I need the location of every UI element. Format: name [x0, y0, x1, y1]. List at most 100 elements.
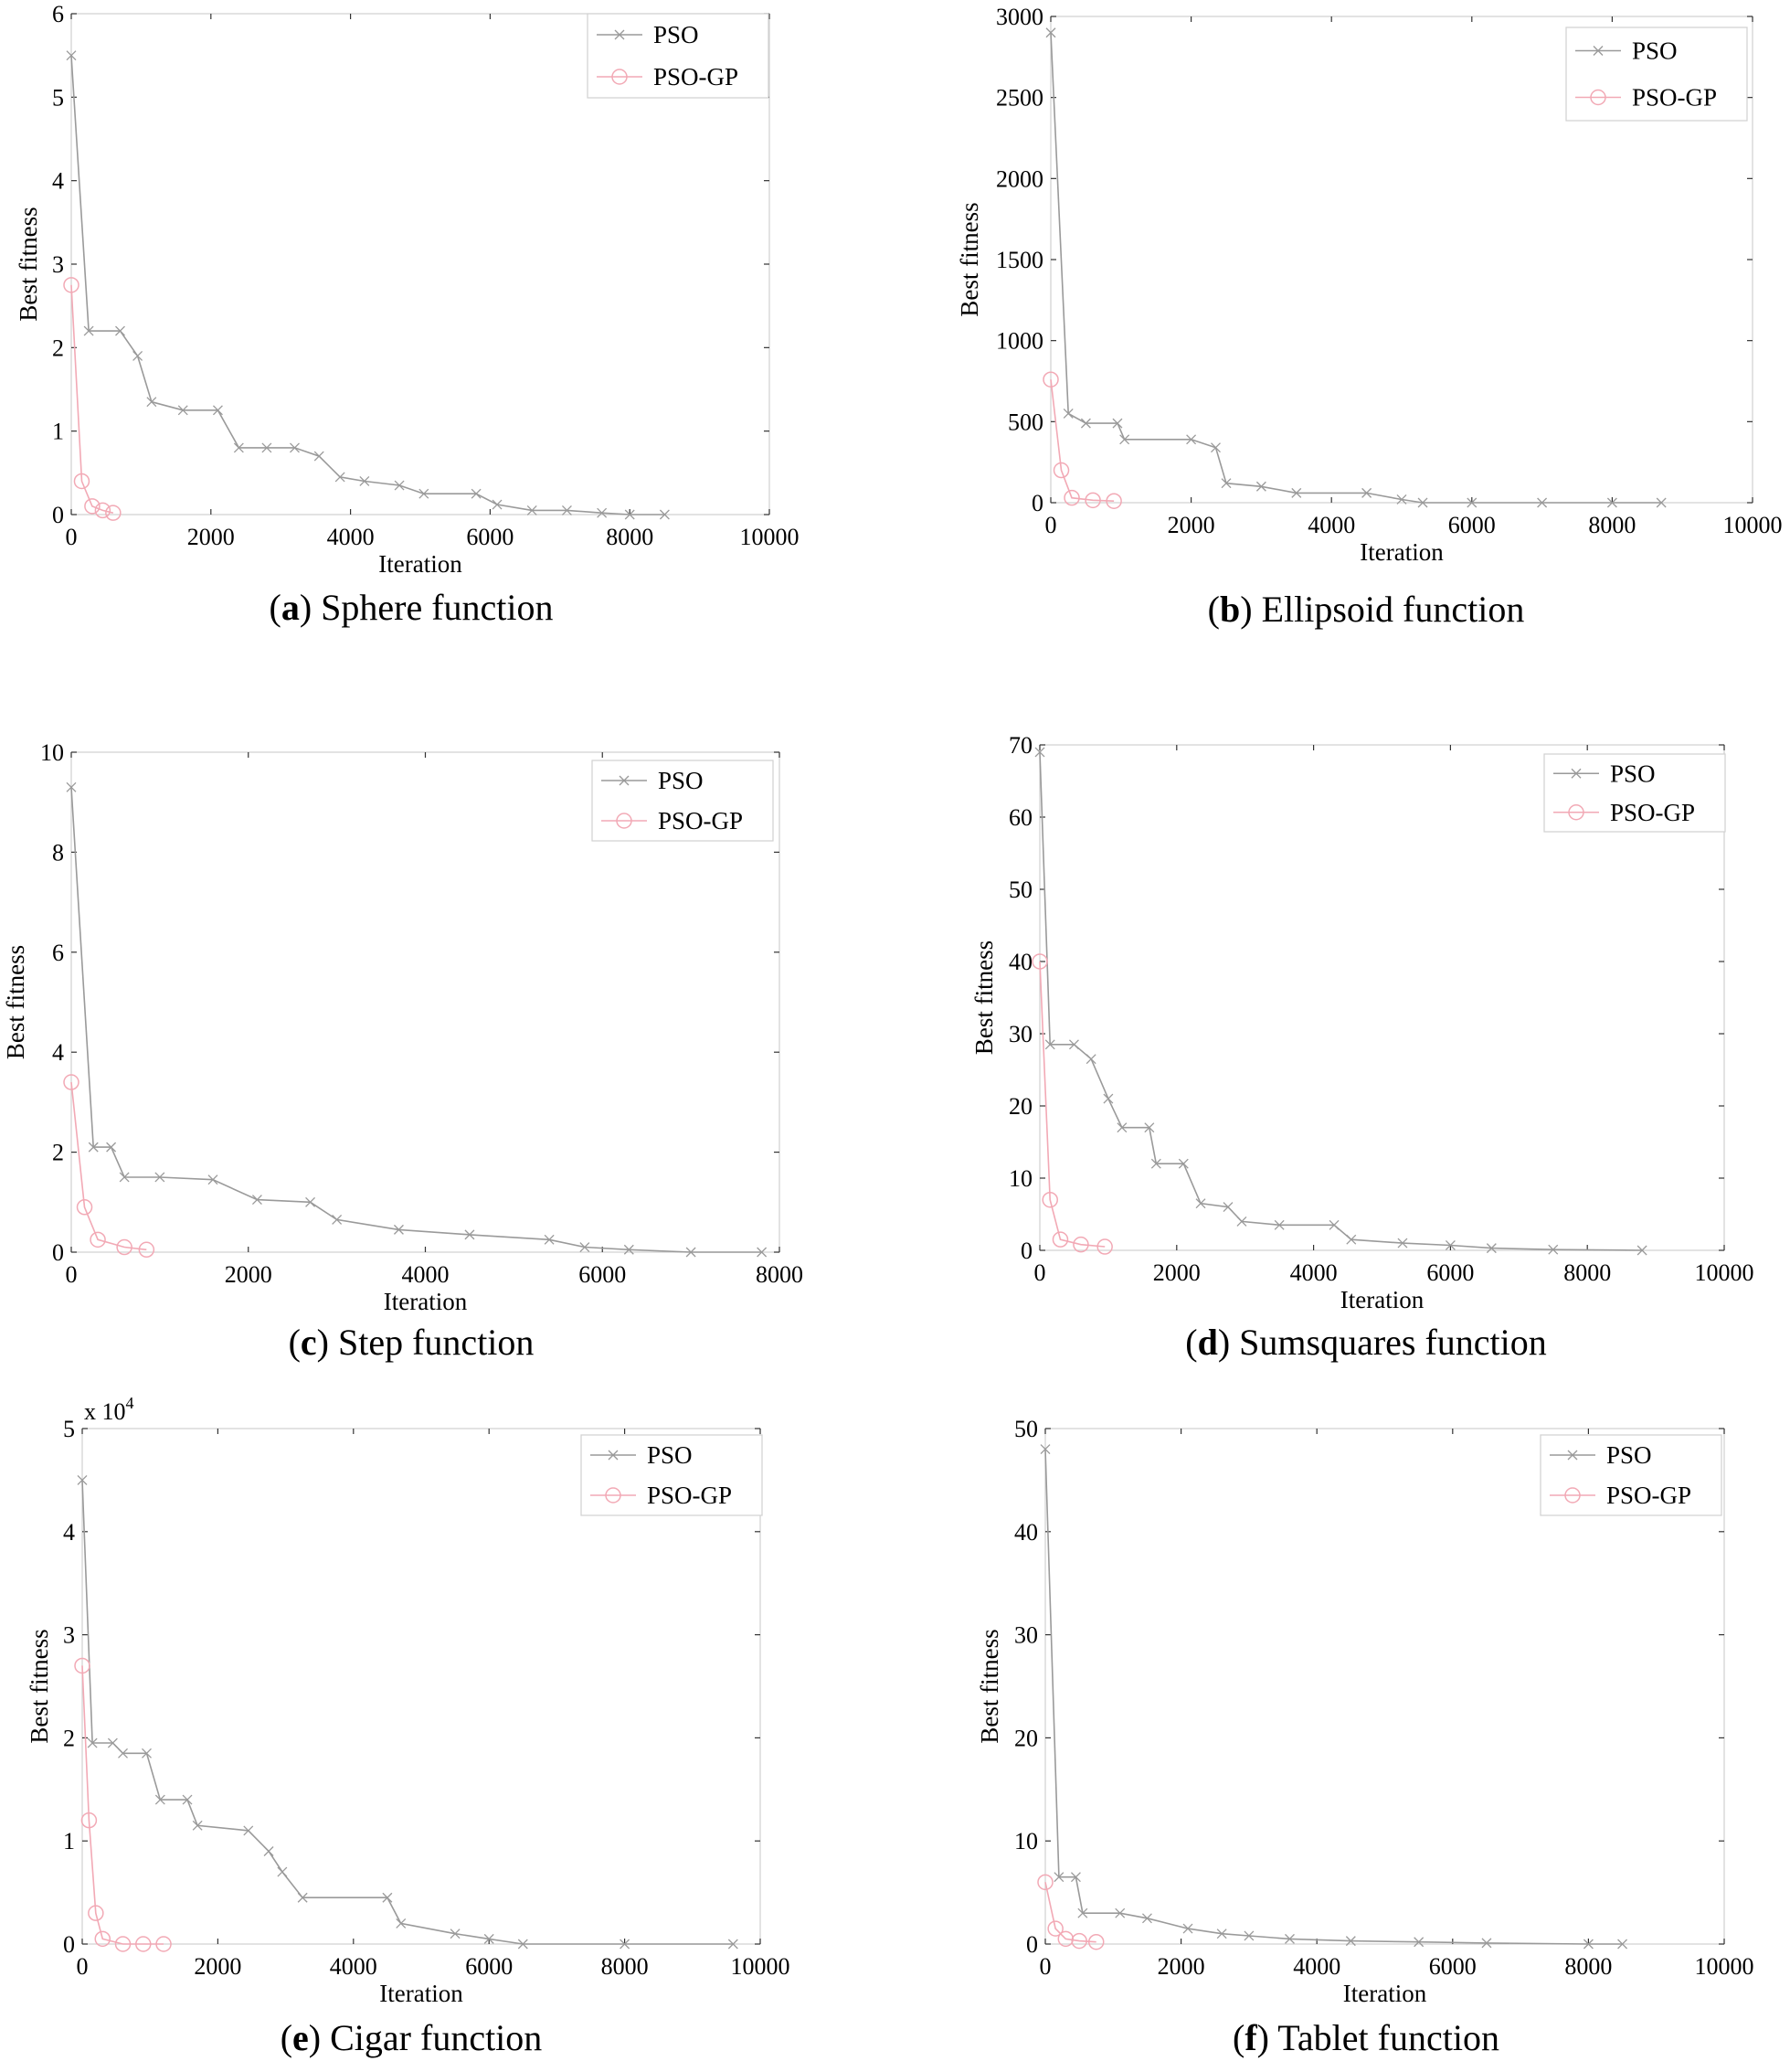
y-tick-label: 0 — [1021, 1238, 1033, 1264]
y-tick-label: 50 — [1009, 877, 1033, 903]
y-tick-label: 0 — [52, 502, 64, 528]
caption-paren-close: ) — [300, 587, 321, 628]
panel-caption: (a) Sphere function — [269, 587, 553, 628]
x-tick-label: 2000 — [1168, 512, 1215, 538]
data-point-psogp — [88, 1905, 104, 1921]
y-tick-label: 10 — [1009, 1165, 1033, 1192]
x-tick-label: 6000 — [1448, 512, 1496, 538]
legend-label: PSO-GP — [647, 1482, 732, 1509]
data-point-pso — [277, 1866, 288, 1877]
data-point-pso — [396, 1918, 407, 1929]
data-point-psogp — [1073, 1236, 1089, 1253]
data-point-pso — [313, 451, 324, 462]
data-point-pso — [1070, 1872, 1081, 1883]
series-line-pso-gp — [81, 1665, 164, 1945]
plot-frame — [81, 1428, 761, 1945]
data-point-psogp — [1047, 1920, 1064, 1937]
x-tick-label: 2000 — [1158, 1953, 1205, 1980]
data-point-psogp — [1106, 493, 1122, 509]
data-point-pso — [119, 1172, 130, 1183]
data-point-pso — [1346, 1234, 1357, 1245]
x-tick-label: 10000 — [1723, 512, 1783, 538]
x-tick-label: 6000 — [578, 1261, 626, 1288]
y-tick-label: 40 — [1014, 1519, 1038, 1546]
data-point-pso — [146, 397, 157, 408]
data-point-pso — [66, 781, 77, 792]
data-point-psogp — [73, 473, 90, 490]
data-point-psogp — [1032, 953, 1048, 970]
legend-marker-x — [1571, 768, 1582, 779]
x-tick-label: 0 — [1040, 1953, 1052, 1980]
caption-text: Sumsquares function — [1239, 1322, 1547, 1363]
data-point-pso — [1044, 1039, 1055, 1050]
y-tick-label: 1 — [63, 1828, 75, 1854]
data-point-pso — [393, 1224, 404, 1235]
legend-marker-circle — [1564, 1487, 1581, 1504]
data-point-pso — [597, 507, 608, 518]
x-tick-label: 8000 — [601, 1953, 649, 1980]
data-point-pso — [1606, 497, 1617, 508]
legend-marker-x — [608, 1450, 619, 1461]
panel-caption: (e) Cigar function — [281, 2017, 543, 2058]
x-tick-label: 0 — [77, 1953, 89, 1980]
caption-paren-open: ( — [1233, 2017, 1245, 2058]
x-tick-label: 8000 — [1563, 1259, 1611, 1286]
y-tick-label: 50 — [1014, 1416, 1038, 1442]
panel-caption: (b) Ellipsoid function — [1208, 589, 1525, 630]
data-point-pso — [1211, 442, 1221, 453]
caption-paren-close: ) — [309, 2017, 330, 2058]
data-point-pso — [177, 405, 188, 416]
data-point-psogp — [94, 1930, 111, 1948]
y-axis-title: Best fitness — [956, 202, 983, 316]
data-point-pso — [297, 1892, 308, 1903]
data-point-pso — [418, 488, 429, 499]
data-point-pso — [251, 1195, 262, 1206]
y-tick-label: 20 — [1009, 1093, 1033, 1120]
caption-letter: c — [301, 1322, 317, 1363]
chart-panel-d: 0 2000 4000 6000 8000 10000 0 10 20 30 40 50 60 70 Ite… — [970, 732, 1754, 1363]
legend-marker-circle — [605, 1487, 621, 1504]
legend: PSO PSO-GP — [591, 760, 774, 842]
data-point-pso — [483, 1933, 494, 1944]
data-point-pso — [1361, 487, 1372, 498]
data-point-pso — [263, 1846, 274, 1856]
data-point-pso — [1236, 1216, 1247, 1227]
series-line-pso — [70, 55, 665, 515]
y-axis-title: Best fitness — [970, 940, 998, 1055]
y-tick-label: 60 — [1009, 804, 1033, 831]
legend-marker-x — [614, 29, 625, 40]
x-axis-title: Iteration — [378, 550, 462, 578]
data-point-pso — [1086, 1054, 1096, 1065]
data-point-pso — [87, 1737, 98, 1748]
data-point-pso — [192, 1820, 203, 1831]
data-point-pso — [526, 505, 537, 515]
data-point-pso — [359, 476, 370, 486]
y-axis-title: Best fitness — [15, 207, 42, 321]
series-line-pso-gp — [70, 284, 113, 514]
data-point-pso — [1178, 1158, 1189, 1169]
data-point-pso — [1054, 1872, 1064, 1883]
data-point-psogp — [76, 1199, 93, 1216]
y-multiplier-label: x 104 — [84, 1394, 134, 1425]
data-point-psogp — [1052, 1231, 1069, 1248]
legend: PSO PSO-GP — [587, 13, 769, 99]
data-point-pso — [290, 442, 300, 453]
y-tick-label: 2000 — [996, 165, 1043, 192]
data-point-pso — [1537, 497, 1548, 508]
caption-text: Ellipsoid function — [1262, 589, 1525, 630]
data-point-pso — [1221, 478, 1232, 489]
data-point-psogp — [105, 505, 122, 521]
caption-paren-open: ( — [289, 1322, 301, 1363]
data-point-pso — [142, 1748, 152, 1759]
series-line-pso — [70, 787, 762, 1253]
caption-letter: e — [292, 2017, 309, 2058]
data-point-pso — [1080, 418, 1091, 429]
data-point-pso — [1244, 1930, 1255, 1941]
x-tick-label: 10000 — [1695, 1953, 1754, 1980]
legend-marker-circle — [611, 69, 628, 85]
series-line-pso — [1039, 751, 1643, 1251]
legend-marker-x — [1593, 46, 1604, 56]
x-tick-label: 4000 — [1308, 512, 1355, 538]
series-line-pso-gp — [70, 1081, 147, 1251]
data-point-pso — [1216, 1929, 1227, 1939]
